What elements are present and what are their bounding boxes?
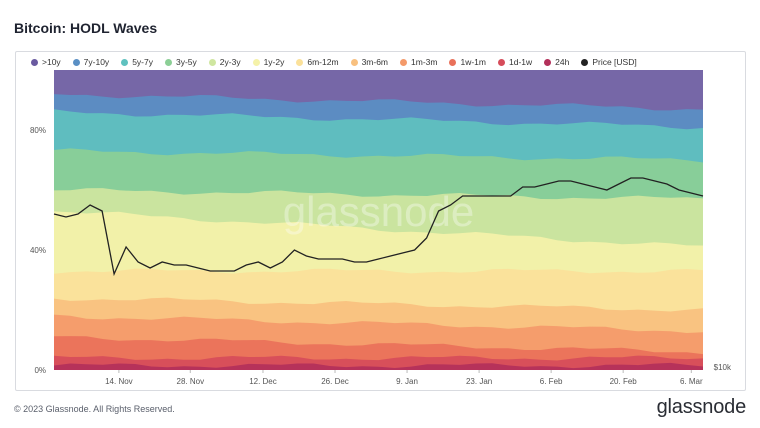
legend-item[interactable]: >10y [31, 57, 61, 67]
chart-panel: >10y 7y-10y 5y-7y 3y-5y 2y-3y 1y-2y 6m-12m 3m-6… [15, 51, 746, 391]
legend-swatch [72, 58, 80, 66]
legend-label: 6m-12m [307, 57, 339, 67]
legend-item[interactable]: 3m-6m [350, 57, 389, 67]
legend-item[interactable]: 1m-3m [400, 57, 437, 67]
x-tick-label: 14. Nov [105, 377, 133, 386]
legend-item[interactable]: 3y-5y [164, 57, 197, 67]
y-tick-label: 80% [30, 126, 46, 135]
legend-label: 24h [555, 57, 570, 67]
legend-item[interactable]: 5y-7y [121, 57, 153, 67]
legend-swatch [497, 58, 505, 66]
x-tick-label: 28. Nov [177, 377, 205, 386]
legend-swatch [31, 58, 38, 66]
price-line [53, 177, 704, 277]
x-tick-label: 20. Feb [610, 377, 638, 386]
legend-swatch [164, 58, 172, 66]
legend-item[interactable]: 6m-12m [296, 57, 339, 67]
legend-swatch [252, 58, 260, 66]
legend-label: 2y-3y [219, 57, 241, 67]
x-tick-label: 9. Jan [396, 377, 418, 386]
legend-label: 1d-1w [508, 57, 533, 67]
legend-label: 1m-3m [411, 57, 438, 67]
legend-swatch [581, 58, 589, 66]
watermark: glassnode [283, 188, 474, 235]
chart-title: Bitcoin: HODL Waves [14, 20, 158, 36]
x-tick-label: 12. Dec [249, 377, 277, 386]
band-24h [54, 362, 703, 370]
legend-swatch [121, 58, 129, 66]
x-tick-label: 26. Dec [321, 377, 349, 386]
legend-label: 3m-6m [361, 57, 389, 67]
legend-label: 1w-1m [460, 57, 486, 67]
x-tick-label: 23. Jan [466, 377, 492, 386]
legend-item[interactable]: 1d-1w [497, 57, 533, 67]
legend-item[interactable]: 1w-1m [449, 57, 486, 67]
legend-label: Price [USD] [592, 57, 637, 67]
x-tick-label: 6. Mar [680, 377, 703, 386]
legend-item[interactable]: 7y-10y [72, 57, 110, 67]
legend-label: 7y-10y [83, 57, 110, 67]
legend-item[interactable]: 1y-2y [252, 57, 285, 67]
glassnode-logo: glassnode [656, 396, 747, 418]
chart-legend: >10y 7y-10y 5y-7y 3y-5y 2y-3y 1y-2y 6m-12m 3m-6… [31, 57, 637, 67]
legend-label: 5y-7y [132, 57, 153, 67]
legend-swatch [350, 58, 358, 66]
y-tick-label: 0% [34, 366, 46, 375]
y-tick-label: 40% [30, 246, 46, 255]
legend-label: 1y-2y [263, 57, 285, 67]
legend-swatch [544, 58, 552, 66]
hodl-waves-chart: glassnode 0% 40% 80% $10k 14. Nov 28. Nov 12. D… [30, 70, 732, 386]
legend-swatch [400, 58, 408, 66]
x-tick-label: 6. Feb [540, 377, 563, 386]
legend-swatch [296, 58, 304, 66]
legend-swatch [208, 58, 216, 66]
legend-swatch [449, 58, 457, 66]
legend-label: 3y-5y [175, 57, 197, 67]
legend-label: >10y [42, 57, 61, 67]
legend-item[interactable]: 2y-3y [208, 57, 241, 67]
legend-item[interactable]: Price [USD] [581, 57, 637, 67]
legend-item[interactable]: 24h [544, 57, 569, 67]
copyright-text: © 2023 Glassnode. All Rights Reserved. [14, 404, 175, 414]
right-axis-tick: $10k [714, 363, 732, 372]
